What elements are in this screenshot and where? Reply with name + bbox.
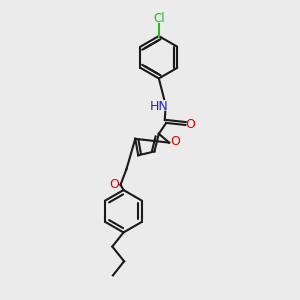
Text: O: O	[109, 178, 119, 191]
Text: O: O	[170, 135, 180, 148]
Text: Cl: Cl	[153, 13, 165, 26]
Text: HN: HN	[149, 100, 168, 113]
Text: O: O	[186, 118, 196, 131]
